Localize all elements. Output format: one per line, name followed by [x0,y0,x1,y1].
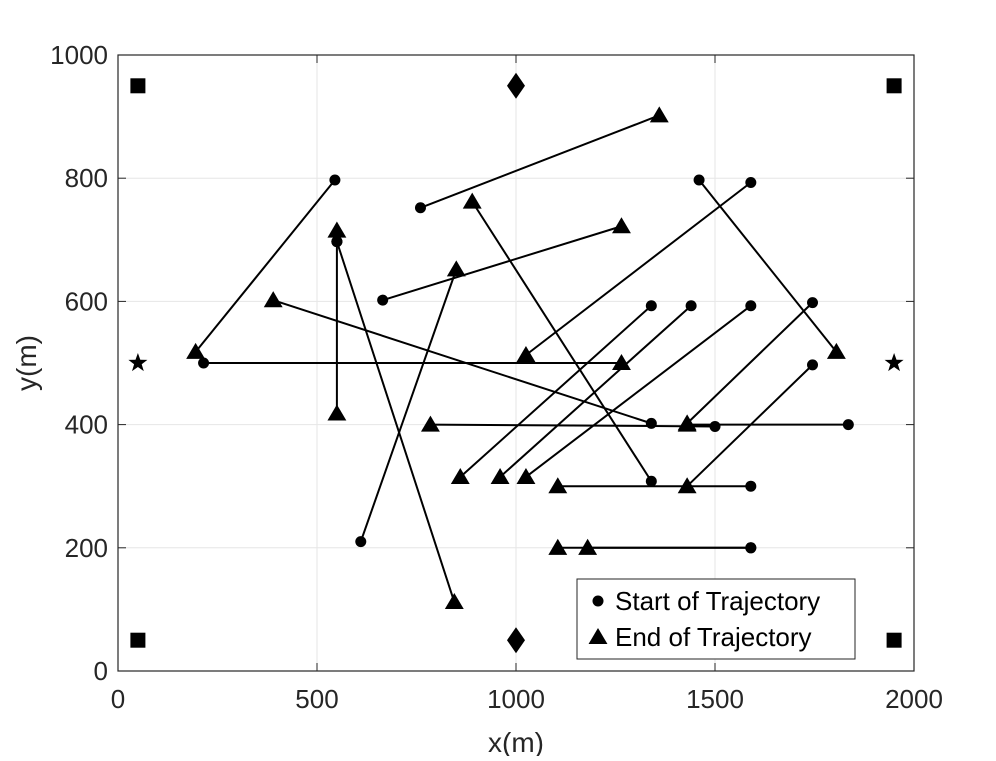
trajectory-end-marker [462,192,482,209]
square-marker [886,78,902,94]
legend-box [576,578,856,660]
trajectory-end-marker [450,467,470,484]
trajectory-end-marker [444,593,464,610]
trajectory-line [382,225,622,302]
trajectory-line [471,201,653,482]
trajectory-start-marker [377,294,389,306]
trajectory-end-marker [548,477,568,494]
trajectory-end-marker [649,106,669,123]
y-tick-label: 0 [94,656,108,686]
x-tick-label: 1500 [686,684,744,714]
trajectory-line [525,304,752,478]
trajectory-start-marker [745,300,757,312]
trajectory-start-marker [331,236,343,248]
trajectory-end-marker [548,538,568,555]
trajectory-start-marker [842,419,854,431]
trajectory-start-marker [329,174,341,186]
trajectory-end-marker [420,415,440,432]
trajectory-end-marker [446,260,466,277]
y-axis-label: y(m) [11,335,42,391]
x-tick-label: 1000 [487,684,545,714]
trajectory-end-marker [490,467,510,484]
y-tick-label: 800 [65,163,108,193]
trajectory-line [459,304,652,478]
diamond-marker [507,627,525,654]
trajectory-line [499,304,692,478]
y-tick-label: 1000 [50,40,108,70]
x-tick-label: 2000 [885,684,943,714]
trajectory-start-marker [645,417,657,429]
star-marker [128,353,148,372]
y-tick-label: 600 [65,286,108,316]
trajectory-end-marker [186,342,206,359]
trajectory-line [335,241,456,603]
star-marker [884,353,904,372]
legend-start-marker [592,595,604,607]
legend-end-marker [588,628,608,645]
x-tick-label: 500 [295,684,338,714]
trajectory-line [194,179,336,353]
x-axis-label: x(m) [488,727,544,756]
square-marker [130,632,146,648]
legend-label: End of Trajectory [615,622,812,652]
trajectory-end-marker [826,342,846,359]
trajectory-start-marker [709,420,721,432]
trajectory-line [698,179,838,353]
legend-label: Start of Trajectory [615,586,820,616]
trajectory-end-marker [578,538,598,555]
trajectory-start-marker [355,536,367,548]
trajectory-end-marker [677,415,697,432]
trajectory-end-marker [612,354,631,371]
trajectory-start-marker [685,300,697,312]
square-marker [886,632,902,648]
trajectory-start-marker [745,177,757,189]
trajectory-end-marker [263,291,283,308]
trajectory-start-marker [745,542,757,554]
diamond-marker [507,72,525,99]
trajectory-start-marker [645,300,657,312]
x-tick-label: 0 [111,684,125,714]
trajectory-end-marker [327,221,347,238]
trajectory-end-marker [327,404,347,421]
trajectory-start-marker [645,475,657,487]
trajectory-start-marker [745,480,757,492]
trajectory-start-marker [693,174,705,186]
trajectory-start-marker [807,297,819,309]
trajectory-line [686,301,814,425]
trajectory-start-marker [807,359,819,371]
trajectory-line [359,269,458,542]
trajectory-line [525,181,752,356]
trajectory-line [272,299,652,425]
trajectory-end-marker [677,477,697,494]
trajectory-end-marker [612,217,631,234]
trajectory-end-marker [516,345,536,363]
y-tick-label: 400 [65,410,108,440]
trajectory-end-marker [516,467,536,484]
trajectory-line [420,114,660,209]
trajectory-start-marker [414,202,426,214]
y-tick-label: 200 [65,533,108,563]
trajectory-line [430,423,716,428]
square-marker [130,78,146,94]
trajectory-start-marker [198,357,210,369]
